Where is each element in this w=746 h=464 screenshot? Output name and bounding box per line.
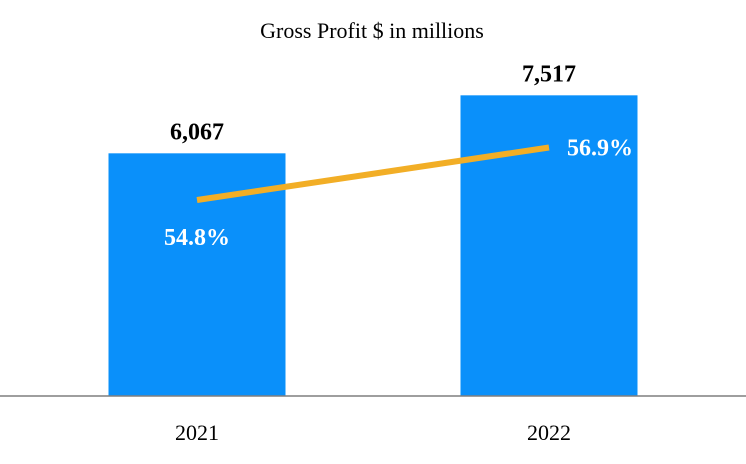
bar-2022 [460,95,638,396]
margin-line [196,144,550,203]
x-tick-label-2021: 2021 [175,420,219,445]
x-tick-label-2022: 2022 [527,420,571,445]
bar-value-label-2022: 7,517 [522,61,576,87]
line-value-label-2021: 54.8% [164,225,230,251]
line-series: 54.8% 56.9% [164,136,633,252]
bar-value-label-2021: 6,067 [170,119,224,145]
line-value-label-2022: 56.9% [567,136,633,162]
x-axis-ticks: 2021 2022 [175,420,571,445]
chart-title: Gross Profit $ in millions [260,18,484,43]
